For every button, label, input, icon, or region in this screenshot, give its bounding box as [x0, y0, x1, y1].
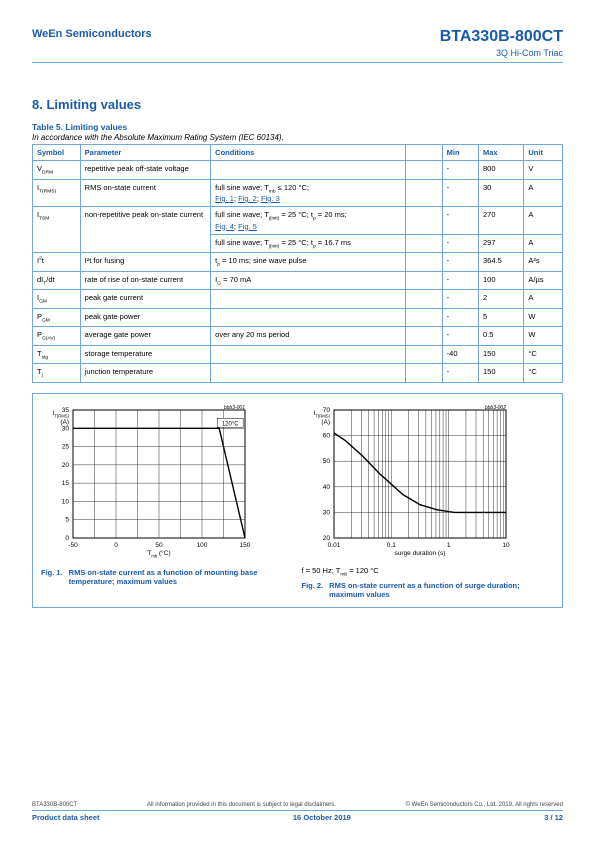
- page-footer: BTA330B-800CT All information provided i…: [32, 802, 563, 822]
- svg-text:0: 0: [114, 542, 118, 549]
- svg-text:0: 0: [65, 535, 69, 542]
- table-title: Table 5. Limiting values: [32, 122, 563, 132]
- table-row: PGMpeak gate power-5W: [33, 308, 563, 327]
- table-row: IT(RMS)RMS on-state currentfull sine wav…: [33, 179, 563, 207]
- col-header: Parameter: [80, 145, 211, 161]
- svg-text:50: 50: [155, 542, 163, 549]
- table-subtitle: In accordance with the Absolute Maximum …: [32, 133, 563, 142]
- svg-text:100: 100: [197, 542, 208, 549]
- table-row: PG(AV)average gate powerover any 20 ms p…: [33, 327, 563, 346]
- fig1-num: Fig. 1.: [41, 568, 63, 586]
- svg-text:0.01: 0.01: [327, 542, 340, 549]
- svg-text:120°C: 120°C: [222, 421, 239, 427]
- col-header: Symbol: [33, 145, 81, 161]
- table-row: dIT/dtrate of rise of on-state currentIG…: [33, 271, 563, 290]
- footer-partref: BTA330B-800CT: [32, 802, 77, 808]
- footer-date: 16 October 2019: [293, 813, 351, 822]
- svg-text:0.1: 0.1: [386, 542, 395, 549]
- svg-text:10: 10: [62, 498, 70, 505]
- table-row: I2tI²t for fusingtp = 10 ms; sine wave p…: [33, 253, 563, 272]
- svg-text:20: 20: [322, 535, 330, 542]
- section-heading: 8. Limiting values: [32, 97, 563, 112]
- svg-text:-50: -50: [68, 542, 78, 549]
- footer-copyright: © WeEn Semiconductors Co., Ltd. 2019. Al…: [406, 802, 563, 808]
- part-subtitle: 3Q Hi-Com Triac: [440, 48, 563, 58]
- svg-text:5: 5: [65, 516, 69, 523]
- svg-text:1: 1: [446, 542, 450, 549]
- svg-text:40: 40: [322, 483, 330, 490]
- part-number: BTA330B-800CT: [440, 28, 563, 46]
- footer-disclaimer: All information provided in this documen…: [147, 802, 336, 808]
- fig2-num: Fig. 2.: [302, 581, 324, 599]
- table-row: Tstgstorage temperature-40150°C: [33, 345, 563, 364]
- col-header: Unit: [524, 145, 563, 161]
- fig2-chart: bbb3-0022030405060700.010.1110IT(RMS)(A)…: [302, 402, 518, 562]
- svg-text:150: 150: [240, 542, 251, 549]
- header-rule: [32, 62, 563, 63]
- table-row: Tjjunction temperature-150°C: [33, 364, 563, 383]
- footer-doctype: Product data sheet: [32, 813, 100, 822]
- figures-box: bbb3-00105101520253035-50050100150IT(RMS…: [32, 393, 563, 609]
- col-header: Min: [442, 145, 478, 161]
- svg-text:30: 30: [322, 509, 330, 516]
- fig2-caption: RMS on-state current as a function of su…: [329, 581, 554, 599]
- svg-text:25: 25: [62, 443, 70, 450]
- svg-text:10: 10: [502, 542, 510, 549]
- col-header: Conditions: [211, 145, 406, 161]
- table-row: IGMpeak gate current-2A: [33, 290, 563, 309]
- fig1-caption: RMS on-state current as a function of mo…: [69, 568, 294, 586]
- svg-text:50: 50: [322, 458, 330, 465]
- limiting-values-table: SymbolParameterConditions MinMaxUnitVDRMr…: [32, 144, 563, 383]
- col-header: [406, 145, 442, 161]
- fig1-chart: bbb3-00105101520253035-50050100150IT(RMS…: [41, 402, 257, 562]
- table-row: ITSMnon-repetitive peak on-state current…: [33, 207, 563, 235]
- svg-text:15: 15: [62, 480, 70, 487]
- footer-page: 3 / 12: [544, 813, 563, 822]
- svg-text:20: 20: [62, 461, 70, 468]
- company-name: WeEn Semiconductors: [32, 28, 152, 40]
- table-row: VDRMrepetitive peak off-state voltage-80…: [33, 161, 563, 180]
- fig2-note: f = 50 Hz; Tmb = 120 °C: [302, 566, 555, 578]
- col-header: Max: [478, 145, 523, 161]
